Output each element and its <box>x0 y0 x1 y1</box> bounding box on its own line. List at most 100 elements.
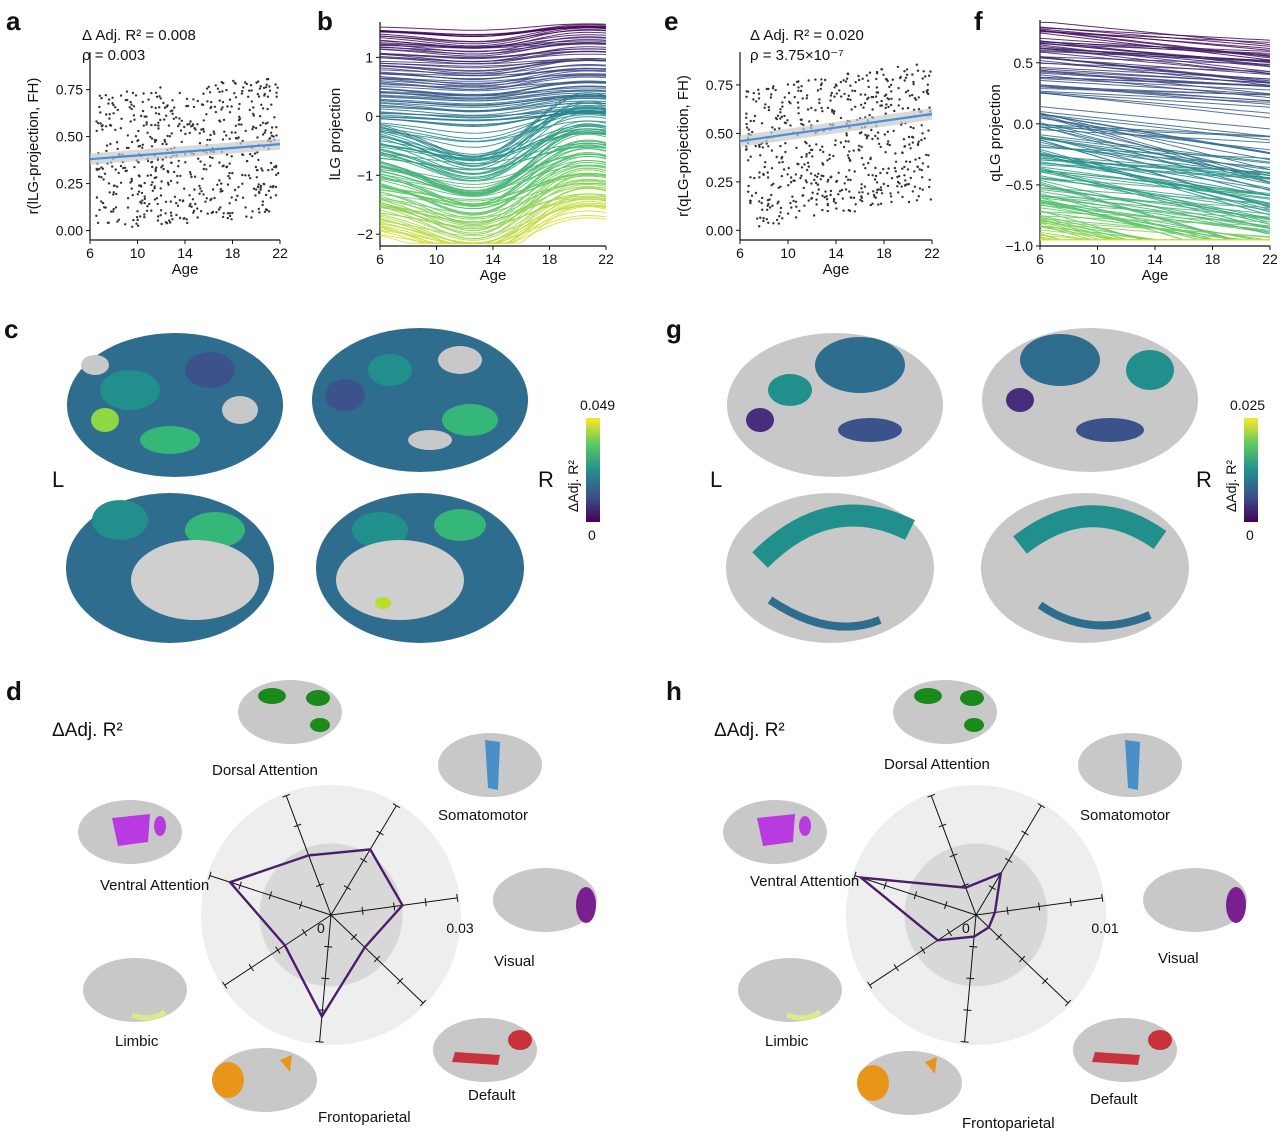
scatter-point <box>260 167 263 170</box>
scatter-point <box>789 181 793 184</box>
trajectory-line <box>379 65 607 75</box>
trajectory-line <box>1039 155 1271 174</box>
scatter-point <box>216 183 219 186</box>
scatter-point <box>209 198 212 202</box>
scatter-point <box>115 185 119 188</box>
scatter-point <box>810 106 813 110</box>
scatter-point <box>197 157 200 160</box>
scatter-point <box>129 181 132 184</box>
brain-c-left-lateral <box>67 333 283 477</box>
scatter-point <box>871 95 875 99</box>
scatter-point <box>908 94 911 98</box>
scatter-point <box>879 171 882 175</box>
scatter-point <box>770 193 773 197</box>
scatter-point <box>767 202 770 206</box>
scatter-point <box>133 118 136 122</box>
scatter-point <box>138 184 141 187</box>
scatter-point <box>241 182 244 185</box>
scatter-point <box>779 111 782 114</box>
trajectory-line <box>1039 28 1271 51</box>
scatter-point <box>884 151 887 154</box>
scatter-point <box>196 216 199 219</box>
scatter-point <box>793 95 796 99</box>
scatter-point <box>218 161 221 164</box>
scatter-point <box>251 210 254 213</box>
fit-line <box>739 112 933 143</box>
scatter-point <box>149 174 153 177</box>
scatter-point <box>911 73 914 76</box>
scatter-point <box>99 122 102 125</box>
scatter-point <box>269 131 273 134</box>
y-axis-title: lLG projection <box>327 88 344 181</box>
scatter-point <box>220 80 223 84</box>
scatter-point <box>890 200 893 204</box>
scatter-point <box>821 194 824 197</box>
scatter-point <box>205 197 208 200</box>
scatter-point <box>803 163 806 166</box>
scatter-point <box>816 183 819 186</box>
scatter-point <box>260 103 263 107</box>
scatter-point <box>207 85 210 89</box>
panel-letter-c: c <box>4 314 18 344</box>
radar-tick <box>293 823 302 828</box>
scatter-point <box>894 152 897 155</box>
scatter-point <box>188 204 191 208</box>
scatter-point <box>226 212 230 215</box>
scatter-point <box>802 186 805 190</box>
scatter-point <box>889 103 893 107</box>
scatter-point <box>270 103 273 106</box>
scatter-point <box>263 210 267 213</box>
scatter-point <box>178 122 181 126</box>
scatter-point <box>903 145 906 148</box>
radar-tick <box>1004 857 1013 863</box>
scatter-point <box>261 169 264 172</box>
trajectory-line <box>379 193 607 244</box>
label-dorsal-attention-d: Dorsal Attention <box>212 762 318 779</box>
scatter-point <box>169 211 173 214</box>
trajectory-line <box>1039 134 1271 163</box>
scatter-point <box>767 106 770 109</box>
trajectory-line <box>379 40 607 48</box>
scatter-point <box>770 167 774 170</box>
scatter-point <box>214 84 217 87</box>
scatter-point <box>745 122 748 126</box>
scatter-point <box>173 195 177 198</box>
scatter-point <box>124 169 127 173</box>
scatter-point <box>158 106 161 109</box>
scatter-point <box>799 176 802 180</box>
trajectory-line <box>379 82 607 95</box>
scatter-point <box>228 98 232 101</box>
scatter-point <box>885 78 888 81</box>
scatter-point <box>148 202 151 206</box>
scatter-point <box>874 174 878 178</box>
scatter-point <box>907 200 911 204</box>
label-default-h: Default <box>1090 1091 1138 1108</box>
scatter-point <box>823 196 826 199</box>
scatter-point <box>205 168 208 171</box>
scatter-point <box>198 184 201 188</box>
trajectory-line <box>1039 195 1271 209</box>
scatter-point <box>848 150 851 153</box>
scatter-point <box>882 73 885 77</box>
scatter-point <box>100 166 103 169</box>
scatter-point <box>268 85 271 88</box>
scatter-point <box>769 96 773 99</box>
radar-tick <box>853 871 857 880</box>
scatter-point <box>922 70 925 73</box>
scatter-point <box>258 87 262 90</box>
scatter-point <box>101 201 105 205</box>
scatter-point <box>834 139 837 142</box>
scatter-point <box>824 190 827 193</box>
scatter-point <box>832 112 836 115</box>
scatter-point <box>150 183 153 187</box>
scatter-point <box>837 171 840 174</box>
scatter-point <box>97 122 100 125</box>
scatter-point <box>860 183 863 186</box>
scatter-point <box>745 112 748 115</box>
x-tick-label: 10 <box>429 251 445 267</box>
trajectory-line <box>379 92 607 157</box>
scatter-point <box>805 97 808 100</box>
scatter-point <box>234 124 238 128</box>
scatter-point <box>268 210 271 213</box>
